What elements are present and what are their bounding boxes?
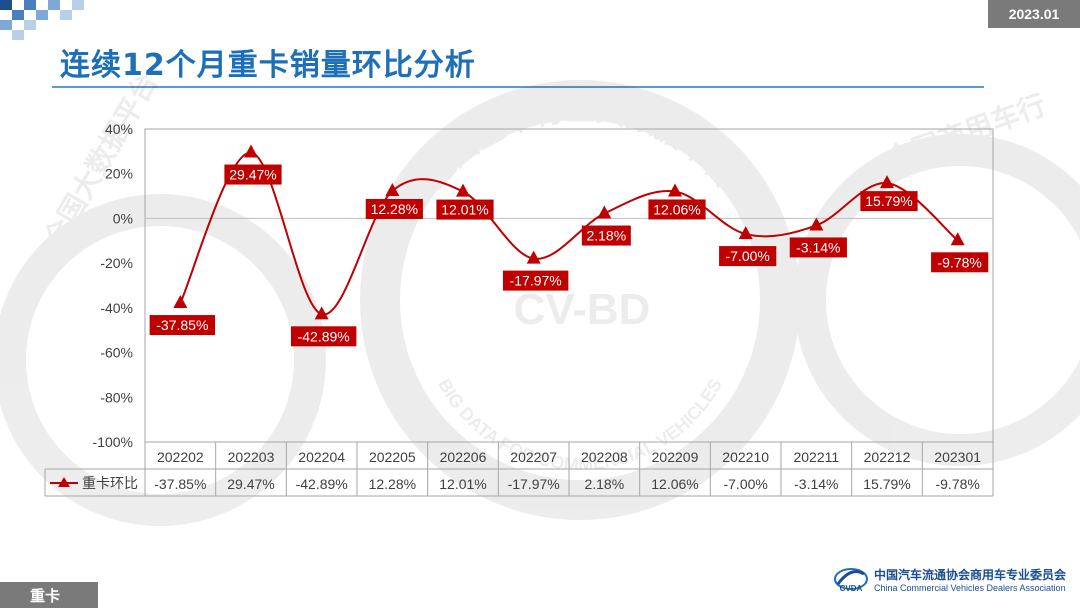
table-value-cell: -17.97% [508,476,560,492]
x-tick-label: 202202 [157,449,204,465]
data-label-box [789,237,847,258]
data-label: 12.06% [653,201,700,217]
table-value-cell: 2.18% [584,476,624,492]
data-label: 29.47% [229,167,276,183]
table-value-cell: 12.28% [369,476,416,492]
y-tick-label: 0% [113,210,133,226]
data-marker [597,205,612,219]
x-tick-label: 202301 [934,449,981,465]
y-tick-label: -100% [93,434,133,450]
series-line [179,151,959,316]
x-tick-label: 202212 [864,449,911,465]
data-label: 12.01% [441,202,488,218]
data-marker [456,183,470,197]
data-label: -17.97% [510,273,562,289]
data-marker [668,183,682,197]
data-label: -7.00% [725,248,769,264]
data-label-box [860,191,918,212]
data-marker [526,250,541,264]
data-label: 12.28% [371,201,418,217]
legend-marker [58,477,70,487]
x-tick-label: 202211 [793,449,839,465]
table-value-cell: -3.14% [794,476,838,492]
data-label-box [365,198,423,219]
data-label-box [648,199,706,220]
data-marker [950,232,965,246]
x-tick-label: 202203 [228,449,275,465]
data-label: -37.85% [156,317,208,333]
x-tick-label: 202209 [652,449,699,465]
x-tick-label: 202205 [369,449,416,465]
y-tick-label: -20% [100,255,133,271]
org-name-en: China Commercial Vehicles Dealers Associ… [873,582,1066,593]
data-marker [244,144,258,158]
data-label-box [149,315,216,336]
y-tick-label: -40% [100,300,133,316]
y-tick-label: -60% [100,345,133,361]
table-value-cell: -42.89% [296,476,348,492]
data-label-box [581,225,631,246]
title-divider [52,86,984,88]
data-marker [880,175,894,189]
table-value-cell: -37.85% [154,476,206,492]
data-label: -9.78% [937,254,981,270]
data-marker [173,295,188,309]
data-marker [385,182,400,196]
table-value-cell: 12.06% [651,476,698,492]
page-title: 连续12个月重卡销量环比分析 [60,48,476,83]
org-logo-icon: CVDA [833,568,868,593]
x-tick-label: 202204 [298,449,345,465]
corner-checker-pattern [0,0,84,40]
table-value-cell: 12.01% [439,476,486,492]
data-label: -42.89% [298,328,350,344]
y-tick-label: 40% [105,121,133,137]
x-tick-label: 202210 [722,449,769,465]
data-label-box [931,252,989,273]
footer-tag: 重卡 [0,582,98,608]
x-tick-label: 202206 [440,449,487,465]
date-badge: 2023.01 [988,0,1080,28]
table-value-cell: 29.47% [227,476,274,492]
table-value-cell: 15.79% [863,476,910,492]
x-tick-label: 202208 [581,449,628,465]
x-tick-label: 202207 [510,449,557,465]
watermark-center-text: CV-BD [514,285,651,334]
org-name-cn: 中国汽车流通协会商用车专业委员会 [873,567,1066,582]
table-value-cell: -7.00% [723,476,767,492]
data-label-box [436,199,494,220]
data-marker [809,217,824,231]
legend-label: 重卡环比 [82,476,138,492]
data-label: 15.79% [865,193,912,209]
data-label-box [224,164,282,185]
data-label-box [290,326,357,347]
y-tick-label: -80% [100,389,133,405]
data-label-box [502,270,569,291]
data-marker [738,226,753,240]
data-label: -3.14% [796,239,840,255]
table-value-cell: -9.78% [935,476,979,492]
data-label-box [719,246,777,267]
data-label: 2.18% [586,228,626,244]
org-logo-text: CVDA [840,584,863,593]
y-tick-label: 20% [105,166,133,182]
org-logo-block: CVDA 中国汽车流通协会商用车专业委员会 China Commercial V… [833,564,1066,594]
data-marker [314,306,329,320]
